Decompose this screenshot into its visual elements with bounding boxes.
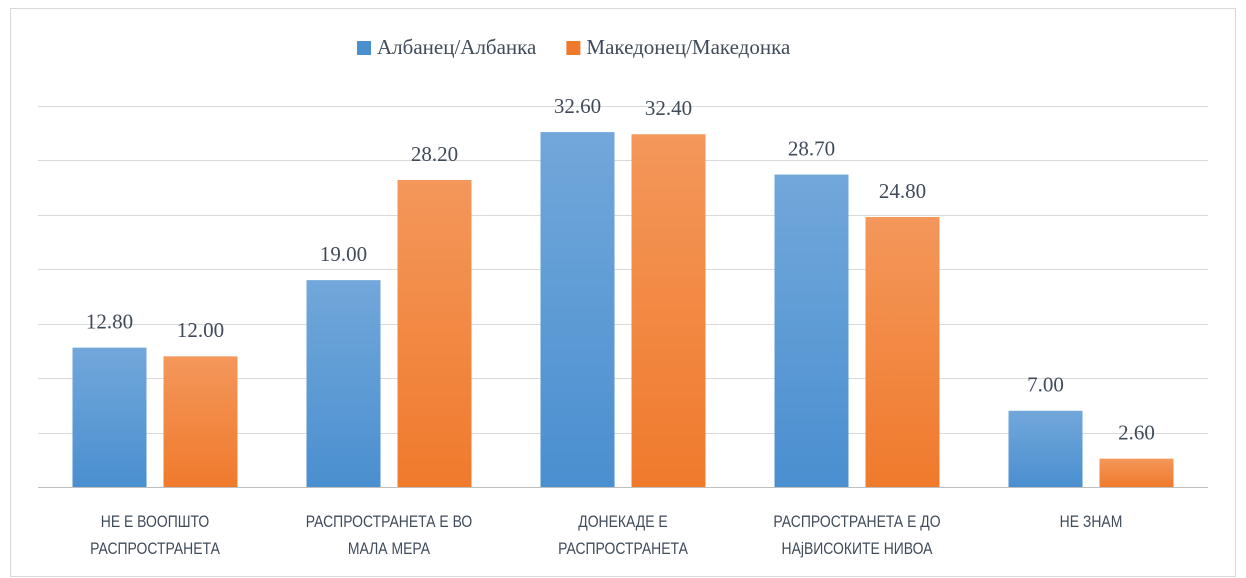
bar-sheen [163, 356, 238, 487]
bar-sheen [865, 217, 940, 487]
value-label: 12.80 [86, 309, 133, 333]
value-label: 19.00 [320, 242, 367, 266]
x-tick-label: НЕ ЗНАМ [1059, 512, 1123, 531]
bar-sheen [72, 347, 147, 487]
legend-label: Албанец/Албанка [377, 35, 537, 59]
legend-swatch [357, 41, 371, 55]
bar-sheen [631, 134, 706, 487]
x-tick-label: РАСПРОСТРАНЕТА Е ВО МАЛА МЕРА [305, 512, 473, 558]
bar-sheen [1008, 410, 1083, 487]
x-tick-label: НЕ Е ВООПШТО РАСПРОСТРАНЕТА [90, 512, 220, 558]
value-label: 32.40 [645, 96, 692, 120]
value-label: 2.60 [1118, 421, 1155, 445]
value-label: 24.80 [879, 179, 926, 203]
bar-sheen [1099, 458, 1174, 487]
bar-sheen [540, 132, 615, 487]
value-label: 32.60 [554, 94, 601, 118]
bar-sheen [397, 180, 472, 487]
x-tick-label: ДОНЕКАДЕ Е РАСПРОСТРАНЕТА [558, 512, 688, 558]
chart-border [10, 8, 1236, 577]
value-label: 28.20 [411, 142, 458, 166]
value-label: 7.00 [1027, 373, 1064, 397]
x-tick-label: РАСПРОСТРАНЕТА Е ДО НАjВИСОКИТЕ НИВОА [773, 512, 941, 558]
legend-swatch [566, 41, 581, 55]
legend-label: Македонец/Македонка [586, 35, 791, 59]
value-label: 28.70 [788, 136, 835, 160]
bar-sheen [306, 280, 381, 487]
value-label: 12.00 [177, 318, 224, 342]
bar-sheen [774, 174, 849, 487]
